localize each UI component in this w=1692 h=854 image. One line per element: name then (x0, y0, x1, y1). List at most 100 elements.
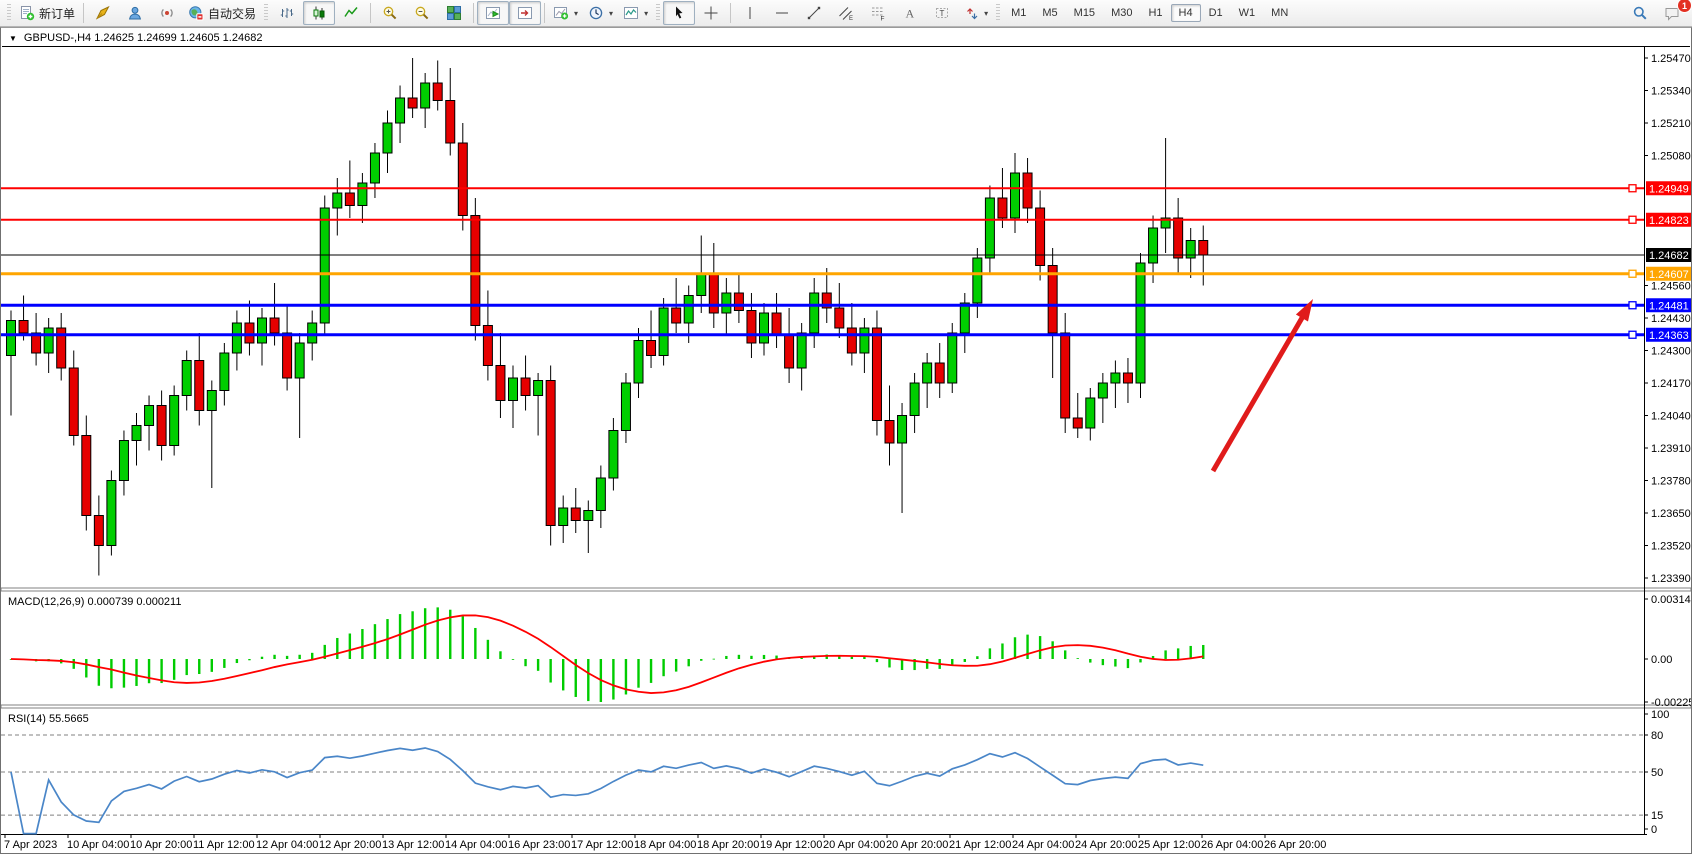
tile-windows-button[interactable] (438, 1, 470, 25)
toolbar-grip (656, 4, 661, 22)
text-button[interactable]: A (894, 1, 926, 25)
crosshair-button[interactable] (695, 1, 727, 25)
line-handle[interactable] (1628, 215, 1637, 224)
autotrading-icon (189, 6, 204, 21)
signals-button[interactable] (151, 1, 183, 25)
chart-window: ▼ GBPUSD-,H4 1.24625 1.24699 1.24605 1.2… (0, 27, 1692, 854)
chart-shift-icon (518, 7, 533, 19)
template-icon (624, 7, 639, 19)
timeframe-m1[interactable]: M1 (1011, 7, 1027, 19)
dropdown-caret-icon: ▾ (644, 8, 649, 18)
svg-text:1.23390: 1.23390 (1651, 573, 1691, 585)
periods-button[interactable]: ▾ (583, 1, 618, 25)
vertical-line-icon (749, 7, 751, 19)
zoom-out-button[interactable] (406, 1, 438, 25)
svg-text:1.24170: 1.24170 (1651, 378, 1691, 390)
autotrading-label: 自动交易 (208, 6, 257, 21)
zoom-out-icon (415, 6, 429, 20)
timeframe-m15[interactable]: M15 (1073, 7, 1096, 19)
main-toolbar: 新订单 自动交易 (0, 0, 1692, 27)
candlestick-chart-button[interactable] (303, 1, 336, 25)
bar-chart-button[interactable] (271, 1, 303, 25)
fibonacci-icon: F (872, 7, 885, 21)
signals-icon (161, 8, 173, 18)
toolbar-grip (7, 4, 11, 22)
svg-text:1.24363: 1.24363 (1649, 330, 1689, 342)
channel-icon: E (839, 7, 853, 21)
price-lines-layer (1, 184, 1644, 339)
zoom-in-button[interactable] (374, 1, 406, 25)
time-axis: 7 Apr 2023 10 Apr 04:00 10 Apr 20:00 11 Apr… (4, 834, 1326, 851)
svg-text:E: E (849, 16, 853, 21)
svg-text:1.23780: 1.23780 (1651, 476, 1691, 488)
templates-button[interactable]: ▾ (618, 1, 653, 25)
trendline-icon (807, 6, 821, 20)
macd-layer: MACD(12,26,9) 0.000739 0.000211 0.00314 0.… (8, 594, 1691, 709)
svg-text:13 Apr 12:00: 13 Apr 12:00 (382, 839, 444, 851)
channel-button[interactable]: E (830, 1, 862, 25)
svg-text:RSI(14) 55.5665: RSI(14) 55.5665 (8, 713, 89, 725)
svg-text:80: 80 (1651, 730, 1663, 742)
svg-text:14 Apr 04:00: 14 Apr 04:00 (445, 839, 507, 851)
timeframe-h1[interactable]: H1 (1148, 7, 1163, 19)
symbol-title: GBPUSD-,H4 1.24625 1.24699 1.24605 1.246… (23, 32, 263, 44)
chart-canvas[interactable]: 1.25470 1.25340 1.25210 1.25080 1.24560 1.244… (1, 28, 1691, 853)
bar-chart-icon (280, 8, 294, 18)
line-handle[interactable] (1628, 184, 1637, 193)
arrows-icon (967, 8, 978, 20)
svg-text:1.24300: 1.24300 (1651, 346, 1691, 358)
timeframe-w1[interactable]: W1 (1238, 7, 1256, 19)
text-icon: A (906, 7, 915, 21)
new-order-button[interactable]: 新订单 (14, 1, 80, 25)
brush-button[interactable] (87, 1, 119, 25)
line-handle[interactable] (1628, 301, 1637, 310)
timeframe-h4[interactable]: H4 (1170, 4, 1201, 22)
autotrading-button[interactable]: 自动交易 (183, 1, 261, 25)
timeframe-mn[interactable]: MN (1271, 7, 1289, 19)
horizontal-line-button[interactable] (766, 1, 798, 25)
indicators-button[interactable]: ▾ (548, 1, 583, 25)
pane-chrome (1, 587, 1691, 709)
svg-text:20 Apr 04:00: 20 Apr 04:00 (823, 839, 885, 851)
dropdown-caret-icon: ▾ (984, 8, 989, 18)
profile-button[interactable] (119, 1, 151, 25)
svg-text:11 Apr 12:00: 11 Apr 12:00 (193, 839, 255, 851)
svg-text:1.24560: 1.24560 (1651, 281, 1691, 293)
fibonacci-button[interactable]: F (862, 1, 894, 25)
svg-text:18 Apr 20:00: 18 Apr 20:00 (697, 839, 759, 851)
line-chart-button[interactable] (335, 1, 367, 25)
arrows-button[interactable]: ▾ (958, 1, 993, 25)
text-label-button[interactable]: T (926, 1, 958, 25)
timeframe-m5[interactable]: M5 (1042, 7, 1058, 19)
svg-text:0: 0 (1651, 824, 1657, 836)
symbol-bar[interactable]: ▼ GBPUSD-,H4 1.24625 1.24699 1.24605 1.2… (2, 30, 1690, 47)
crosshair-icon (704, 6, 718, 20)
svg-text:1.24682: 1.24682 (1649, 250, 1689, 262)
line-handle[interactable] (1628, 269, 1637, 278)
trendline-button[interactable] (798, 1, 830, 25)
notifications-button[interactable]: 1 (1656, 0, 1692, 25)
toolbar-grip (264, 4, 269, 22)
cursor-button[interactable] (663, 1, 696, 25)
new-order-icon (21, 6, 35, 21)
search-icon (1633, 6, 1647, 20)
line-handle[interactable] (1628, 330, 1637, 339)
timeframe-d1[interactable]: D1 (1208, 7, 1223, 19)
toolbar-right-group: 1 (1624, 0, 1692, 25)
svg-text:26 Apr 20:00: 26 Apr 20:00 (1264, 839, 1326, 851)
chart-shift-button[interactable] (509, 1, 542, 25)
svg-text:1.24430: 1.24430 (1651, 313, 1691, 325)
auto-scroll-button[interactable] (477, 1, 510, 25)
svg-text:24 Apr 20:00: 24 Apr 20:00 (1075, 839, 1137, 851)
clock-icon (589, 6, 603, 20)
timeframe-m30[interactable]: M30 (1111, 7, 1133, 19)
indicators-icon (554, 7, 569, 20)
dropdown-caret-icon: ▾ (609, 8, 614, 18)
svg-text:21 Apr 12:00: 21 Apr 12:00 (949, 839, 1011, 851)
svg-text:1.23650: 1.23650 (1651, 508, 1691, 520)
annotation-arrow[interactable] (1210, 299, 1313, 473)
vertical-line-button[interactable] (734, 1, 766, 25)
search-button[interactable] (1624, 1, 1656, 25)
auto-scroll-icon (486, 7, 501, 19)
